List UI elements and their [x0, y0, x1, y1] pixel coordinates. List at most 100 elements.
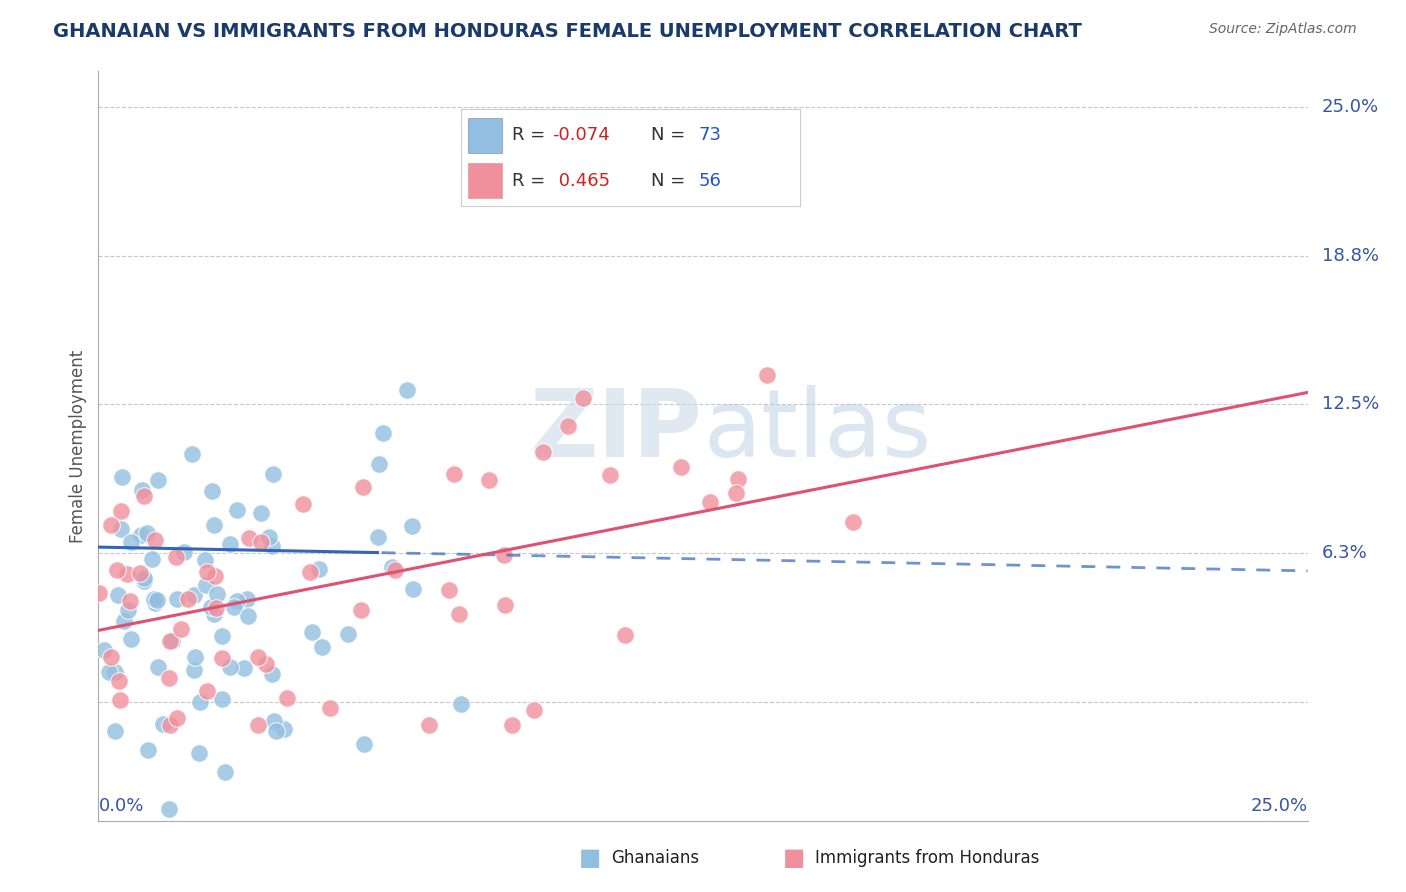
Point [319, 701, 342, 715]
Point [226, 503, 249, 517]
Point [418, 718, 440, 732]
Point [523, 703, 546, 717]
Point [100, 518, 122, 533]
Point [254, 657, 277, 671]
Point [756, 368, 779, 382]
Point [120, 534, 142, 549]
Point [200, 600, 222, 615]
Point [148, 660, 170, 674]
Text: 25.0%: 25.0% [1322, 98, 1379, 116]
Point [207, 587, 229, 601]
Point [97, 665, 120, 680]
Point [401, 582, 423, 596]
Point [367, 530, 389, 544]
Point [111, 469, 134, 483]
Point [214, 765, 236, 780]
Point [132, 489, 155, 503]
Point [291, 497, 314, 511]
Point [395, 383, 418, 397]
Point [557, 419, 579, 434]
Point [190, 695, 212, 709]
Point [142, 592, 165, 607]
Point [699, 495, 721, 509]
Point [211, 650, 233, 665]
Point [110, 522, 132, 536]
Point [669, 459, 692, 474]
Point [105, 563, 128, 577]
Point [169, 622, 191, 636]
Point [298, 565, 321, 579]
Point [110, 503, 132, 517]
Point [89, 586, 111, 600]
Point [450, 698, 472, 712]
Point [183, 650, 205, 665]
Point [494, 548, 516, 562]
Point [118, 593, 141, 607]
Text: 18.8%: 18.8% [1322, 247, 1379, 265]
Point [120, 632, 142, 646]
Point [257, 530, 280, 544]
Point [195, 565, 218, 579]
Point [571, 392, 593, 406]
Point [262, 539, 284, 553]
Point [93, 643, 115, 657]
Point [308, 562, 330, 576]
Point [152, 717, 174, 731]
Point [352, 480, 374, 494]
Point [173, 544, 195, 558]
Point [353, 738, 375, 752]
Point [211, 692, 233, 706]
Point [115, 567, 138, 582]
Point [599, 468, 621, 483]
Point [141, 552, 163, 566]
Text: 25.0%: 25.0% [1250, 797, 1308, 815]
Point [273, 722, 295, 736]
Point [263, 714, 285, 728]
Point [194, 552, 217, 566]
Point [194, 577, 217, 591]
Point [246, 649, 269, 664]
Point [177, 591, 200, 606]
Point [204, 600, 226, 615]
Point [401, 519, 423, 533]
Point [264, 724, 287, 739]
Point [232, 661, 254, 675]
Text: Ghanaians: Ghanaians [612, 849, 700, 867]
Text: 0.0%: 0.0% [98, 797, 143, 815]
Text: Immigrants from Honduras: Immigrants from Honduras [815, 849, 1040, 867]
Point [148, 473, 170, 487]
Point [129, 528, 152, 542]
Point [477, 473, 499, 487]
Text: GHANAIAN VS IMMIGRANTS FROM HONDURAS FEMALE UNEMPLOYMENT CORRELATION CHART: GHANAIAN VS IMMIGRANTS FROM HONDURAS FEM… [53, 22, 1083, 41]
Point [166, 711, 188, 725]
Point [211, 629, 233, 643]
Point [132, 571, 155, 585]
Point [103, 724, 125, 739]
Point [146, 592, 169, 607]
Point [136, 526, 159, 541]
Point [447, 607, 470, 621]
Point [143, 533, 166, 548]
Text: Source: ZipAtlas.com: Source: ZipAtlas.com [1209, 22, 1357, 37]
Point [159, 634, 181, 648]
Point [439, 582, 461, 597]
Point [531, 445, 554, 459]
Y-axis label: Female Unemployment: Female Unemployment [69, 350, 87, 542]
Point [247, 718, 270, 732]
Text: 12.5%: 12.5% [1322, 395, 1379, 413]
Text: ■: ■ [579, 847, 602, 870]
Point [197, 684, 219, 698]
Point [373, 426, 395, 441]
Point [842, 515, 865, 529]
Point [129, 566, 152, 581]
Point [311, 640, 333, 654]
Point [250, 506, 273, 520]
Point [132, 574, 155, 588]
Point [107, 588, 129, 602]
Point [236, 608, 259, 623]
Point [218, 537, 240, 551]
Point [727, 472, 749, 486]
Point [138, 743, 160, 757]
Point [501, 718, 523, 732]
Point [350, 603, 373, 617]
